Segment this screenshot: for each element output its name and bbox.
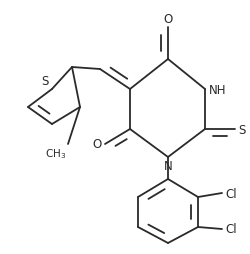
Text: O: O: [163, 13, 172, 26]
Text: S: S: [42, 75, 49, 88]
Text: O: O: [93, 138, 102, 151]
Text: NH: NH: [209, 83, 226, 96]
Text: Cl: Cl: [225, 223, 236, 235]
Text: CH$_3$: CH$_3$: [45, 146, 66, 160]
Text: N: N: [164, 159, 172, 172]
Text: S: S: [238, 123, 245, 136]
Text: Cl: Cl: [225, 187, 236, 200]
